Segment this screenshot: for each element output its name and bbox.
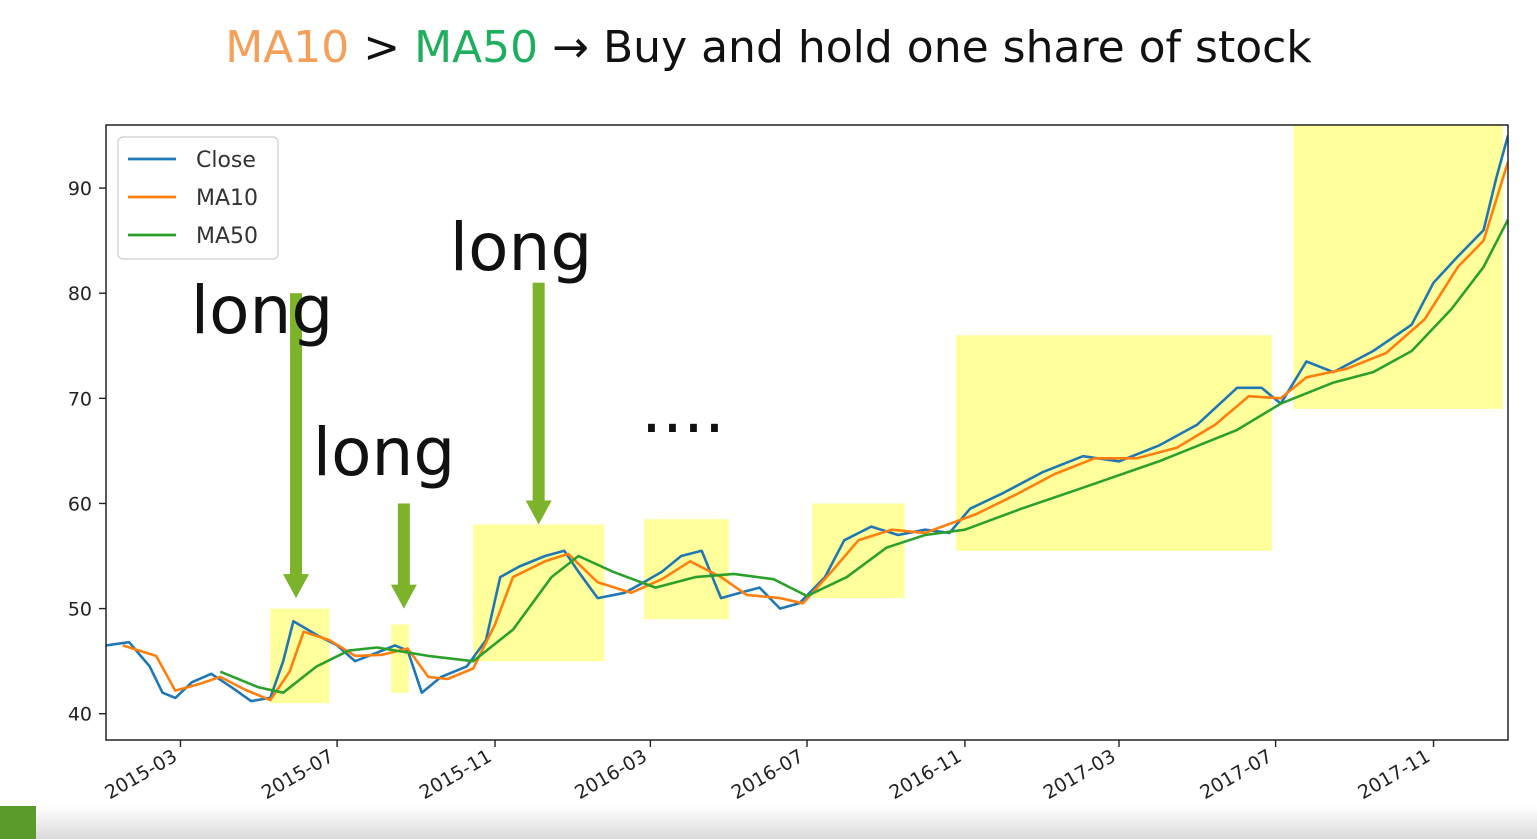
x-tick-label-2015-11: 2015-11 xyxy=(416,745,496,804)
title-ma10: MA10 xyxy=(225,22,350,73)
title-arrow-icon: → xyxy=(538,22,603,73)
x-tick-label-2015-03: 2015-03 xyxy=(101,745,181,804)
annotation-arrow-head-2 xyxy=(390,584,417,609)
x-tick-label-2016-07: 2016-07 xyxy=(728,745,808,804)
legend-label-ma50: MA50 xyxy=(196,224,258,249)
annotation-arrow-head-1 xyxy=(283,574,310,599)
title-greater-than: > xyxy=(349,22,415,73)
y-tick-label-70: 70 xyxy=(68,388,92,410)
series-line-close xyxy=(106,135,1508,703)
annotation-label-2: long xyxy=(313,414,455,491)
x-tick-label-2017-11: 2017-11 xyxy=(1354,745,1434,804)
y-tick-label-80: 80 xyxy=(68,283,92,305)
legend-box xyxy=(117,136,279,260)
highlight-region-5 xyxy=(812,503,905,599)
y-tick-label-90: 90 xyxy=(68,178,92,200)
x-tick-label-2015-07: 2015-07 xyxy=(258,745,338,804)
legend-label-close: Close xyxy=(196,148,256,173)
x-tick-label-2016-11: 2016-11 xyxy=(886,745,966,804)
annotation-label-4: .... xyxy=(641,371,725,448)
highlight-region-2 xyxy=(391,624,409,693)
annotation-arrow-shaft-3 xyxy=(532,282,545,503)
series-line-ma50 xyxy=(219,219,1508,694)
x-tick-label-2016-03: 2016-03 xyxy=(571,745,651,804)
annotation-label-3: long xyxy=(450,209,592,286)
x-tick-label-2017-03: 2017-03 xyxy=(1040,745,1120,804)
x-tick-label-2017-07: 2017-07 xyxy=(1196,745,1276,804)
slide-title: MA10 > MA50 → Buy and hold one share of … xyxy=(0,22,1537,73)
title-ma50: MA50 xyxy=(414,22,539,73)
annotation-arrow-shaft-1 xyxy=(290,293,303,577)
legend-label-ma10: MA10 xyxy=(196,186,258,211)
annotation-arrow-head-3 xyxy=(525,500,552,525)
highlight-region-7 xyxy=(1293,125,1503,409)
annotation-arrow-shaft-2 xyxy=(397,503,410,587)
series-line-ma10 xyxy=(122,161,1508,702)
highlight-region-6 xyxy=(955,335,1272,551)
y-tick-label-60: 60 xyxy=(68,493,92,515)
y-tick-label-50: 50 xyxy=(68,599,92,621)
plot-area xyxy=(106,125,1508,740)
bottom-bar xyxy=(0,806,1537,839)
highlight-region-4 xyxy=(643,519,729,620)
bottom-accent xyxy=(0,806,36,839)
title-rule-text: Buy and hold one share of stock xyxy=(603,22,1312,73)
annotation-label-1: long xyxy=(191,272,333,349)
y-tick-label-40: 40 xyxy=(68,704,92,726)
series-group xyxy=(106,135,1508,703)
